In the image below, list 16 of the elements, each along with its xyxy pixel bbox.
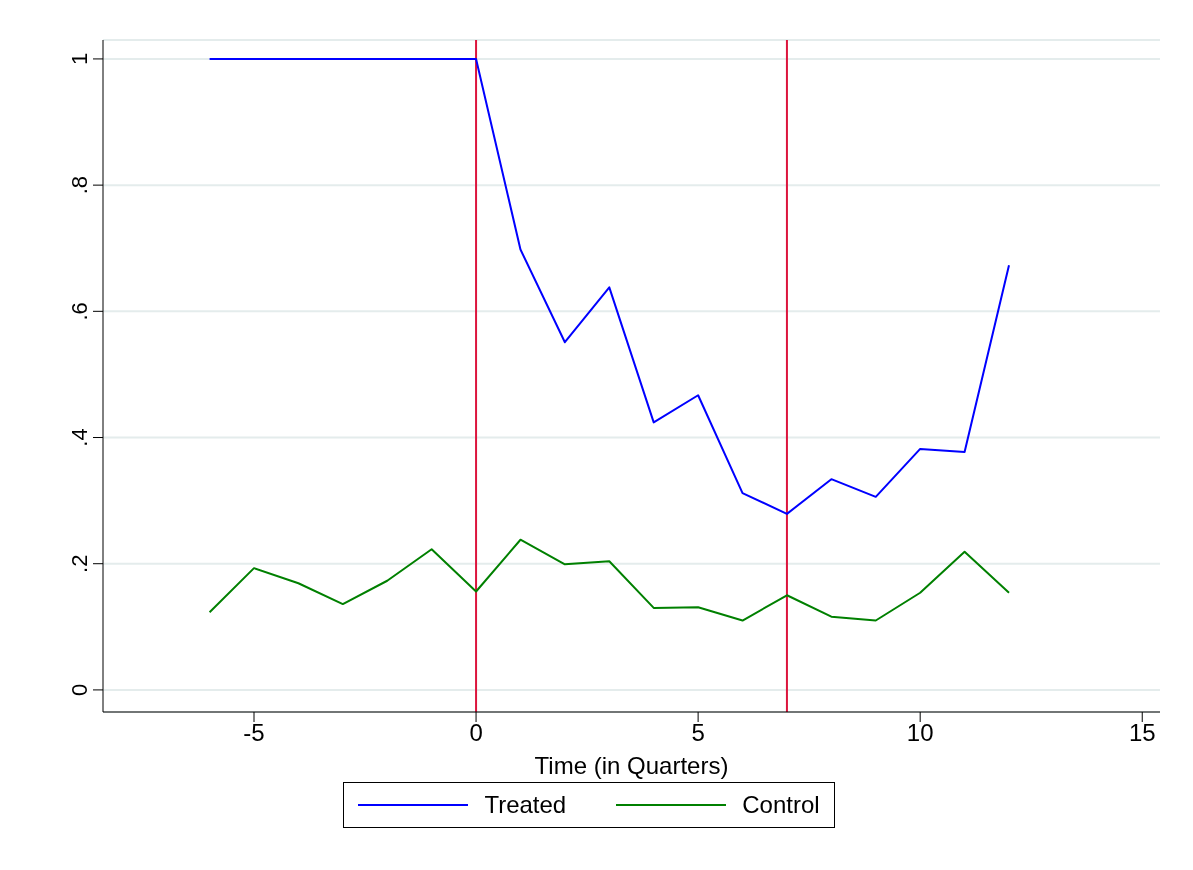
y-tick-label: .6	[67, 302, 92, 321]
y-tick-label: 1	[67, 52, 92, 66]
line-series	[208, 538, 1010, 622]
x-tick-label: 15	[1128, 719, 1156, 747]
y-tick-label: 0	[67, 683, 92, 697]
x-tick-label: 0	[469, 719, 483, 747]
x-axis-title: Time (in Quarters)	[534, 752, 729, 779]
line-series	[208, 57, 1010, 515]
x-tick-label: -5	[243, 719, 265, 747]
legend-label: Control	[741, 791, 820, 819]
y-tick-label: .2	[67, 554, 92, 573]
x-tick-label: 5	[691, 719, 705, 747]
y-tick-label: .8	[67, 175, 92, 195]
y-tick-label: .4	[67, 428, 92, 447]
legend-label: Treated	[483, 791, 567, 819]
x-tick-label: 10	[906, 719, 934, 747]
